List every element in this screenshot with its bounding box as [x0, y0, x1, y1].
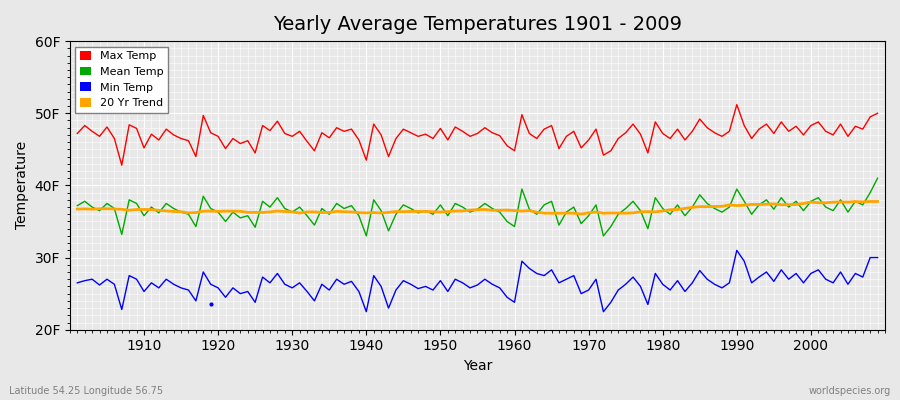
Text: Latitude 54.25 Longitude 56.75: Latitude 54.25 Longitude 56.75: [9, 386, 163, 396]
X-axis label: Year: Year: [463, 359, 492, 373]
Legend: Max Temp, Mean Temp, Min Temp, 20 Yr Trend: Max Temp, Mean Temp, Min Temp, 20 Yr Tre…: [76, 47, 168, 113]
Text: worldspecies.org: worldspecies.org: [809, 386, 891, 396]
Y-axis label: Temperature: Temperature: [15, 141, 29, 230]
Title: Yearly Average Temperatures 1901 - 2009: Yearly Average Temperatures 1901 - 2009: [273, 15, 682, 34]
